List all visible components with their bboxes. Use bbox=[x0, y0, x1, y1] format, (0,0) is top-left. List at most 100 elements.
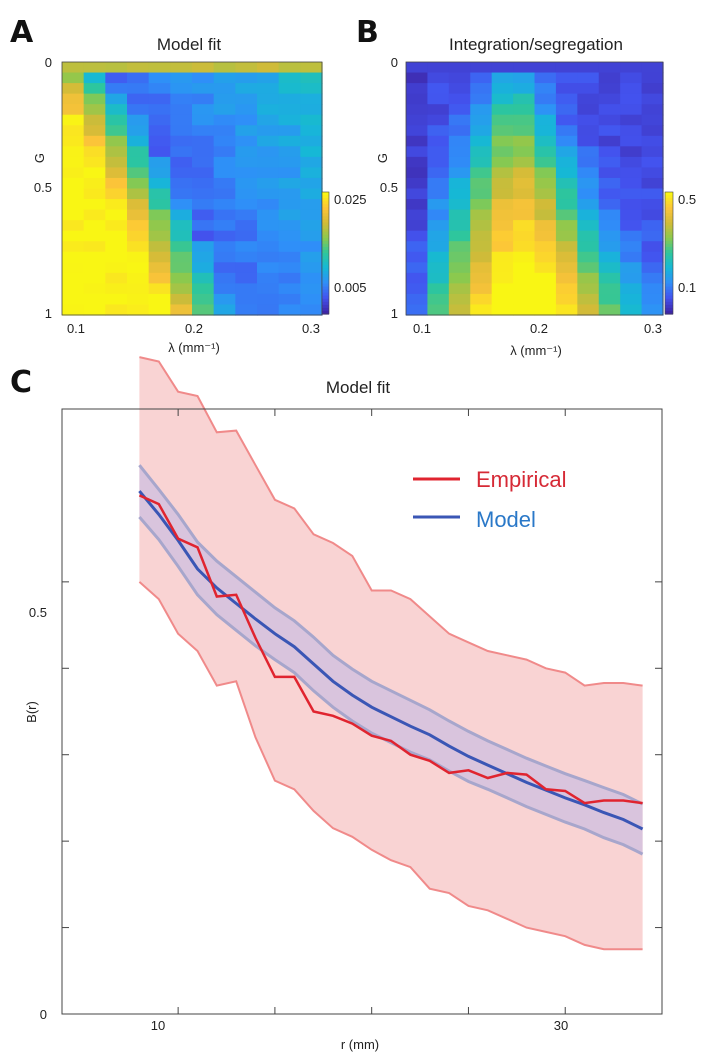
heatmap-b-cell bbox=[427, 83, 450, 95]
a-colorbar-segment bbox=[322, 240, 329, 245]
heatmap-b-cell bbox=[448, 272, 471, 284]
heatmap-a-cell bbox=[127, 156, 150, 169]
heatmap-a-cell bbox=[105, 114, 128, 126]
heatmap-a-cell bbox=[300, 114, 323, 126]
heatmap-a-cell bbox=[170, 220, 193, 232]
heatmap-b-cell bbox=[491, 93, 514, 105]
b-ytick-0: 0 bbox=[391, 55, 398, 70]
b-colorbar-segment bbox=[665, 286, 673, 291]
heatmap-a-cell bbox=[235, 199, 258, 211]
heatmap-a-cell bbox=[148, 241, 171, 253]
panel-a-title: Model fit bbox=[157, 35, 222, 54]
heatmap-b-cell bbox=[555, 209, 578, 221]
heatmap-b-cell bbox=[406, 83, 429, 95]
heatmap-b-cell bbox=[620, 125, 643, 137]
heatmap-b-cell bbox=[598, 230, 621, 242]
b-xlabel: λ (mm⁻¹) bbox=[510, 343, 562, 358]
a-colorbar-segment bbox=[322, 274, 329, 278]
heatmap-b-cell bbox=[598, 188, 621, 200]
heatmap-b-cell bbox=[448, 220, 471, 232]
heatmap-a-cell bbox=[192, 156, 215, 169]
heatmap-b-cell bbox=[470, 93, 493, 105]
heatmap-a-cell bbox=[257, 177, 280, 190]
heatmap-a-cell bbox=[192, 114, 215, 126]
heatmap-a-cell bbox=[278, 93, 301, 105]
heatmap-a-cell bbox=[127, 135, 150, 147]
heatmap-b-cell bbox=[491, 199, 514, 211]
heatmap-a-cell bbox=[83, 272, 106, 284]
heatmap-b-cell bbox=[555, 177, 578, 190]
heatmap-a-cell bbox=[257, 72, 280, 84]
heatmap-a-cell bbox=[300, 241, 323, 253]
heatmap-a-cell bbox=[62, 199, 85, 211]
heatmap-a-cell bbox=[235, 93, 258, 105]
a-colorbar-segment bbox=[322, 228, 329, 233]
heatmap-a-cell bbox=[300, 135, 323, 147]
heatmap-a-cell bbox=[213, 220, 236, 232]
b-colorbar-segment bbox=[665, 240, 673, 245]
heatmap-b-cell bbox=[555, 83, 578, 95]
heatmap-a-cell bbox=[213, 251, 236, 263]
heatmap-a-cell bbox=[105, 199, 128, 211]
heatmap-b-cell bbox=[641, 188, 664, 200]
heatmap-a-cell bbox=[148, 230, 171, 242]
heatmap-b-cell bbox=[555, 283, 578, 295]
heatmap-b-cell bbox=[513, 177, 536, 190]
heatmap-b-cell bbox=[534, 93, 557, 105]
b-colorbar-segment bbox=[665, 292, 673, 297]
a-colorbar-segment bbox=[322, 253, 329, 257]
heatmap-a-cell bbox=[83, 83, 106, 95]
heatmap-b-cell bbox=[448, 167, 471, 179]
heatmap-a-cell bbox=[300, 177, 323, 190]
b-colorbar-segment bbox=[665, 249, 673, 254]
heatmap-b-cell bbox=[513, 156, 536, 169]
heatmap-b-cell bbox=[641, 156, 664, 169]
heatmap-a-cell bbox=[192, 177, 215, 190]
heatmap-b-cell bbox=[534, 167, 557, 179]
heatmap-b-cell bbox=[555, 72, 578, 84]
b-xtick-01: 0.1 bbox=[413, 321, 431, 336]
heatmap-b-cell bbox=[598, 262, 621, 274]
heatmap-b-cell bbox=[620, 177, 643, 190]
a-colorbar-segment bbox=[322, 289, 329, 294]
heatmap-a-cell bbox=[257, 283, 280, 295]
heatmap-b-cell bbox=[427, 104, 450, 116]
heatmap-b-cell bbox=[427, 114, 450, 126]
heatmap-a-cell bbox=[192, 146, 215, 158]
heatmap-a-cell bbox=[83, 262, 106, 274]
heatmap-a-cell bbox=[192, 283, 215, 295]
heatmap-a-cell bbox=[278, 209, 301, 221]
heatmap-b-cell bbox=[598, 167, 621, 179]
heatmap-a-cell bbox=[170, 62, 193, 74]
heatmap-a-cell bbox=[62, 135, 85, 147]
heatmap-a-cell bbox=[235, 135, 258, 147]
heatmap-a-cell bbox=[127, 283, 150, 295]
heatmap-b-cell bbox=[427, 156, 450, 169]
heatmap-a-cell bbox=[213, 156, 236, 169]
b-xtick-03: 0.3 bbox=[644, 321, 662, 336]
heatmap-a-cell bbox=[235, 114, 258, 126]
heatmap-a-cell bbox=[300, 62, 323, 74]
heatmap-a-cell bbox=[105, 209, 128, 221]
heatmap-b-cell bbox=[470, 104, 493, 116]
heatmap-a-cell bbox=[105, 220, 128, 232]
heatmap-a-cell bbox=[105, 167, 128, 179]
heatmap-b-cell bbox=[620, 72, 643, 84]
heatmap-b-cell bbox=[577, 114, 600, 126]
heatmap-b-cell bbox=[406, 104, 429, 116]
heatmap-a-cell bbox=[235, 156, 258, 169]
heatmap-a-cell bbox=[300, 220, 323, 232]
heatmap-a-cell bbox=[213, 241, 236, 253]
heatmap-b-cell bbox=[598, 83, 621, 95]
heatmap-b-cell bbox=[427, 209, 450, 221]
heatmap-b-cell bbox=[620, 156, 643, 169]
b-colorbar-segment bbox=[665, 228, 673, 233]
heatmap-a-cell bbox=[278, 146, 301, 158]
heatmap-b-cell bbox=[534, 156, 557, 169]
heatmap-a-cell bbox=[170, 251, 193, 263]
heatmap-b-cell bbox=[555, 293, 578, 306]
heatmap-b-cell bbox=[620, 199, 643, 211]
heatmap-b-cell bbox=[620, 188, 643, 200]
heatmap-a-cell bbox=[62, 251, 85, 263]
heatmap-b-cell bbox=[470, 304, 493, 316]
